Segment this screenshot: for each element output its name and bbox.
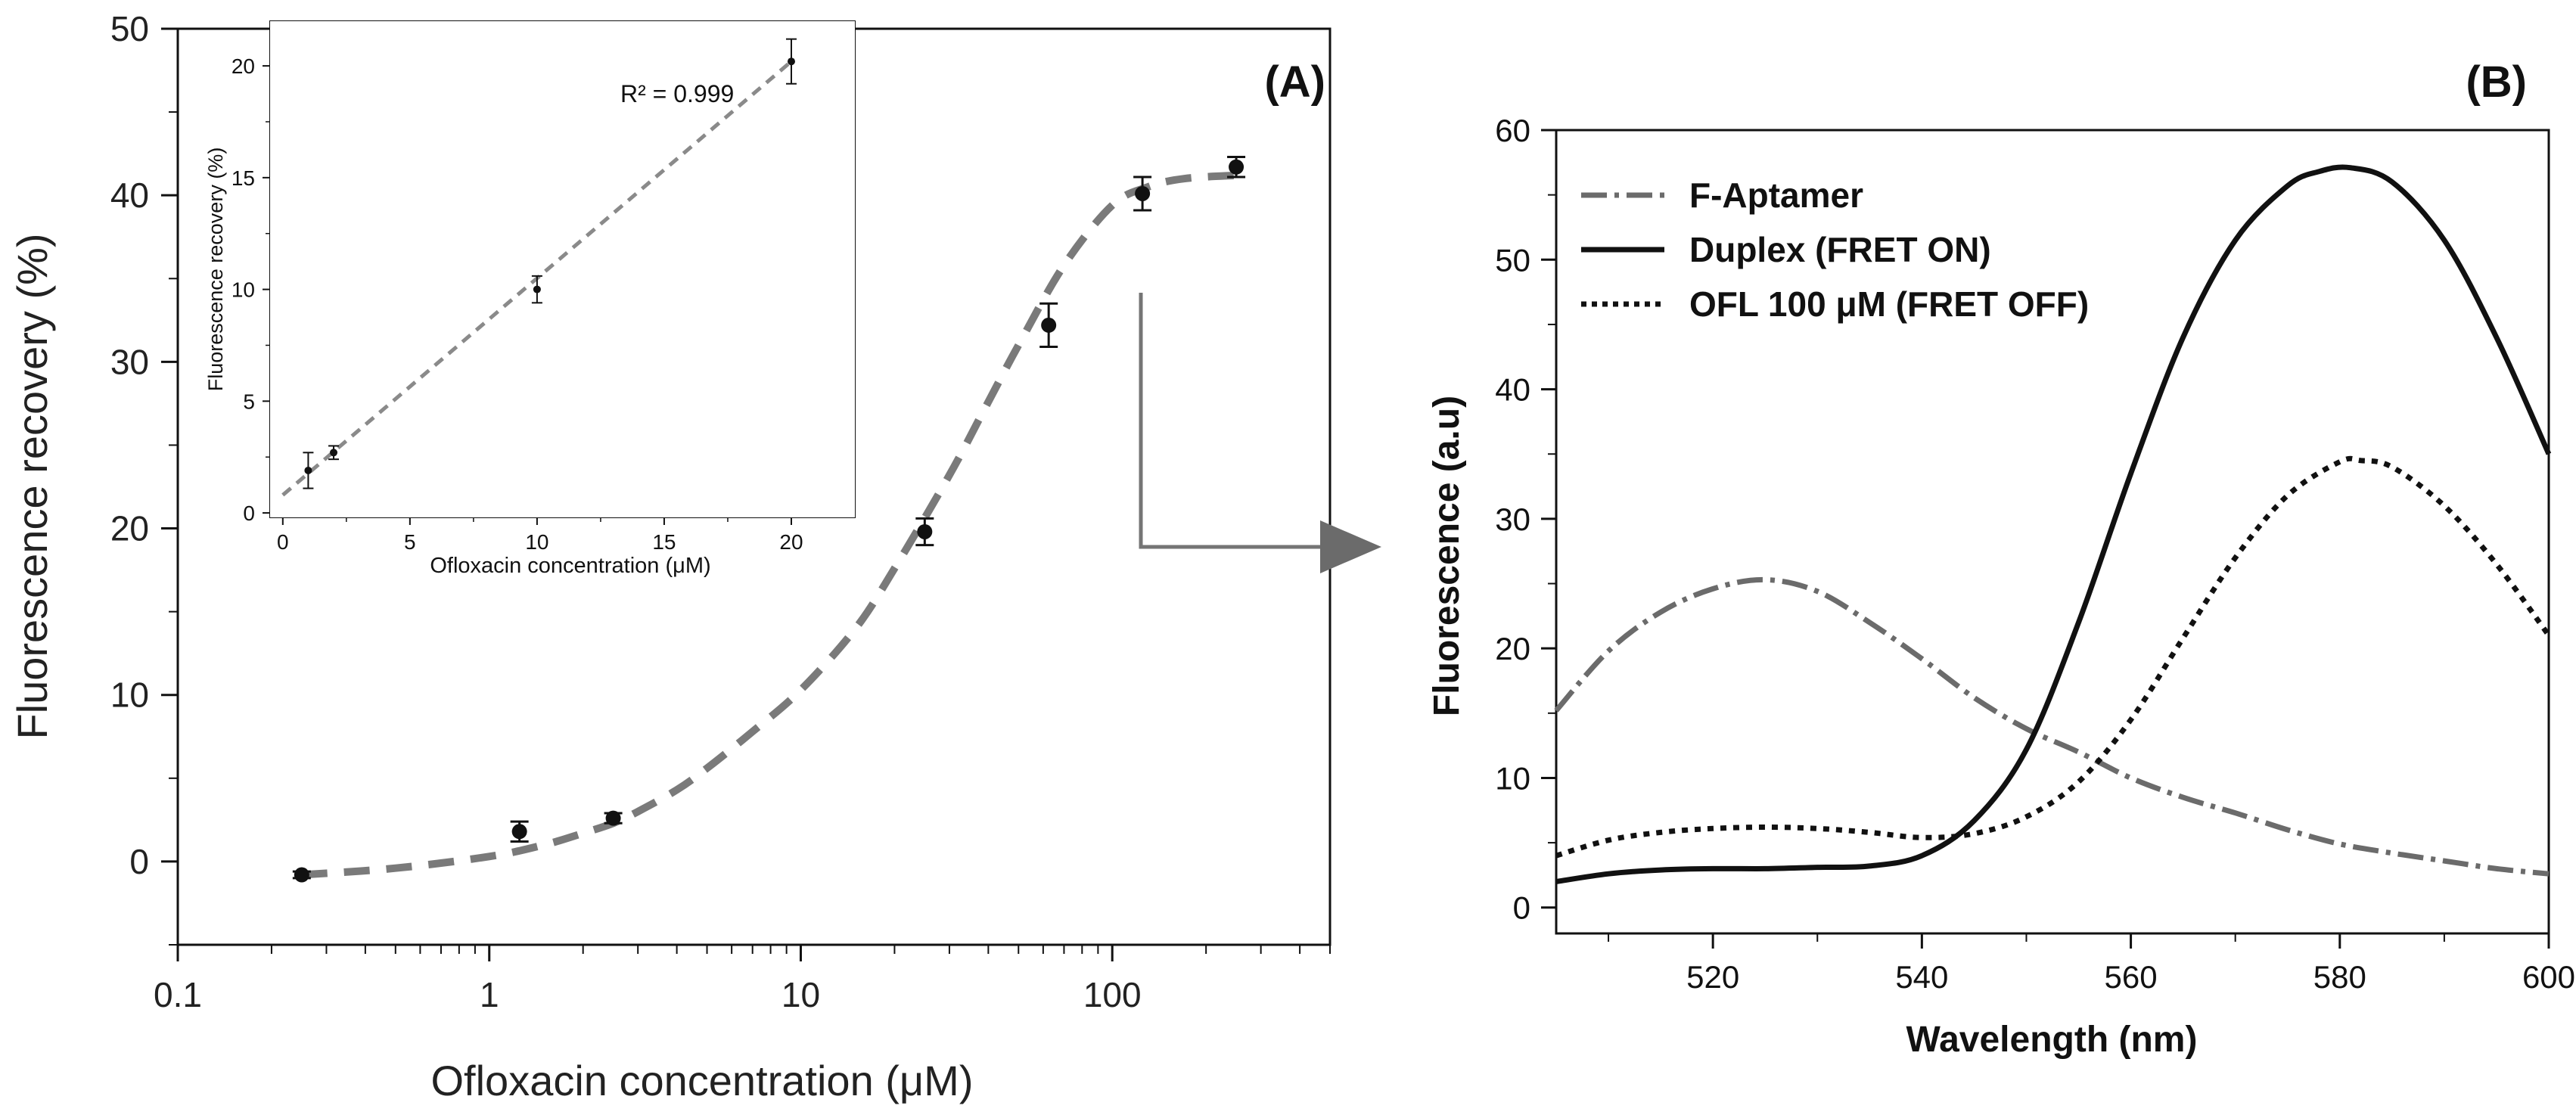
connector-arrow [1139,293,1381,573]
b-x-tick-label: 580 [2313,959,2366,995]
b-x-tick-label: 600 [2522,959,2575,995]
a-data-point [1135,185,1151,201]
a-y-tick-label: 40 [110,175,149,215]
inset-x-tick-label: 5 [404,530,416,554]
legend-label-ofl: OFL 100 μM (FRET OFF) [1689,284,2089,324]
a-data-point [1041,317,1057,333]
b-x-tick-label: 520 [1686,959,1739,995]
legend-label-f-aptamer: F-Aptamer [1689,175,1863,215]
connector-line [1139,293,1320,549]
b-series-f-aptamer [1554,576,2550,877]
a-x-tick-label: 100 [1083,975,1142,1014]
panel-b: 520 540 560 580 600 0 10 20 30 40 50 60 (B) Wavelen… [1427,57,2575,1060]
a-y-tick-label: 50 [110,9,149,48]
inset-data-point [533,285,541,293]
panel-b-y-axis-label: Fluorescence (a.u) [1427,396,1467,716]
a-x-tick-label: 0.1 [154,975,202,1014]
a-y-tick-label: 30 [110,342,149,381]
inset-x-tick-label: 20 [779,530,803,554]
b-series-ofl [1555,455,2551,859]
inset-annotation: R² = 0.999 [620,80,734,107]
b-y-tick-label: 30 [1495,502,1530,537]
inset: 0 5 10 15 20 0 5 10 15 20 R² = 0.999 Ofloxacin co… [204,20,856,578]
panel-a-y-axis-label: Fluorescence recovery (%) [8,233,56,739]
a-x-tick-label: 1 [480,975,499,1014]
b-y-tick-label: 50 [1495,242,1530,278]
inset-y-tick-label: 10 [231,278,255,302]
b-y-tick-label: 60 [1495,113,1530,148]
panel-b-plot-frame [1555,129,2550,935]
b-series-duplex [1555,164,2552,884]
inset-x-tick-label: 10 [525,530,548,554]
inset-y-tick-label: 5 [243,390,255,413]
inset-data-point [787,57,795,66]
a-y-tick-label: 10 [110,675,149,715]
panel-a-x-axis-label: Ofloxacin concentration (μM) [431,1057,974,1104]
a-x-tick-label: 10 [782,975,820,1014]
legend: F-Aptamer Duplex (FRET ON) OFL 100 μM (F… [1581,175,2089,324]
inset-y-tick-label: 15 [231,166,255,190]
a-y-tick-label: 0 [129,842,149,881]
a-data-point [294,867,309,883]
panel-b-label: (B) [2466,57,2527,107]
inset-x-tick-label: 0 [277,530,289,554]
panel-b-x-axis-label: Wavelength (nm) [1906,1020,2198,1060]
a-data-point [1229,159,1244,175]
a-fit-curve [301,171,1237,879]
a-y-tick-label: 20 [110,509,149,548]
b-x-tick-label: 560 [2105,959,2158,995]
inset-y-axis-label: Fluorescence recovery (%) [204,148,227,392]
b-x-tick-label: 540 [1895,959,1948,995]
b-y-tick-label: 0 [1513,890,1530,926]
connector-arrowhead [1320,520,1381,573]
inset-data-point [330,449,338,457]
panel-a-label: (A) [1264,57,1325,107]
b-y-tick-label: 40 [1495,372,1530,408]
inset-y-tick-label: 0 [243,502,255,525]
inset-data-point [304,466,312,474]
inset-background [270,21,855,517]
inset-x-tick-label: 15 [652,530,676,554]
a-data-point [605,810,621,826]
inset-x-axis-label: Ofloxacin concentration (μM) [430,554,710,578]
b-y-tick-label: 20 [1495,631,1530,666]
inset-y-tick-label: 20 [231,54,255,78]
a-data-point [917,523,933,539]
a-data-point [511,824,527,840]
b-y-tick-label: 10 [1495,760,1530,796]
legend-label-duplex: Duplex (FRET ON) [1689,230,1991,269]
